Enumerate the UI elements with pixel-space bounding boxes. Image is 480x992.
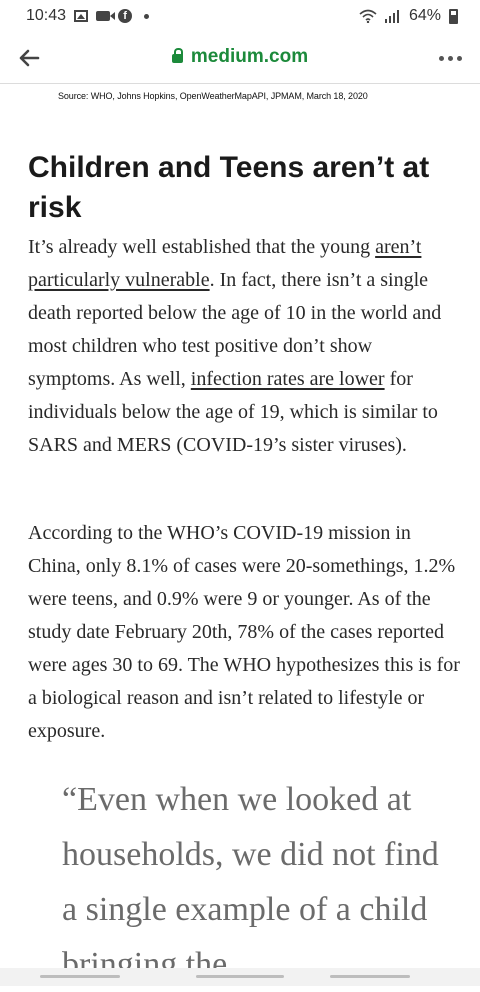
- lock-icon: [171, 48, 183, 63]
- paragraph-2: According to the WHO’s COVID-19 mission …: [28, 522, 460, 742]
- section-heading: Children and Teens aren’t at risk: [28, 151, 430, 224]
- link-not-vulnerable[interactable]: aren’t particularly vulnerable: [28, 236, 422, 291]
- paragraph-1: It’s already well established that the y…: [28, 231, 460, 462]
- pull-quote: “Even when we looked at households, we d…: [62, 781, 439, 983]
- back-arrow-icon[interactable]: [18, 48, 40, 68]
- status-bar: 10:43 f 64%: [0, 0, 480, 32]
- dot-icon: [144, 13, 150, 19]
- nav-recents[interactable]: [40, 975, 120, 978]
- gallery-icon: [74, 10, 89, 22]
- address-bar[interactable]: medium.com: [0, 46, 480, 68]
- clock: 10:43: [26, 7, 67, 24]
- video-icon: [96, 11, 111, 21]
- status-left: 10:43 f: [26, 7, 150, 25]
- more-icon[interactable]: [439, 56, 462, 61]
- system-nav-bar: [0, 968, 480, 986]
- nav-back[interactable]: [330, 975, 410, 978]
- p1-text-a: It’s already well established that the y…: [28, 236, 376, 258]
- status-right: 64%: [359, 7, 458, 25]
- battery-percent: 64%: [408, 7, 441, 24]
- browser-toolbar: medium.com: [0, 32, 480, 84]
- p1-text-b: . In fact, there isn’t a single death re…: [28, 269, 442, 390]
- facebook-icon: f: [118, 9, 133, 23]
- wifi-icon: [359, 9, 377, 23]
- source-caption: Source: WHO, Johns Hopkins, OpenWeatherM…: [58, 91, 368, 101]
- domain-text: medium.com: [190, 46, 309, 67]
- link-infection-rates[interactable]: infection rates are lower: [190, 368, 385, 390]
- nav-home[interactable]: [196, 975, 284, 978]
- battery-icon: [449, 8, 458, 24]
- signal-icon: [384, 9, 401, 23]
- p1-text-c: for individuals below the age of 19, whi…: [28, 368, 438, 456]
